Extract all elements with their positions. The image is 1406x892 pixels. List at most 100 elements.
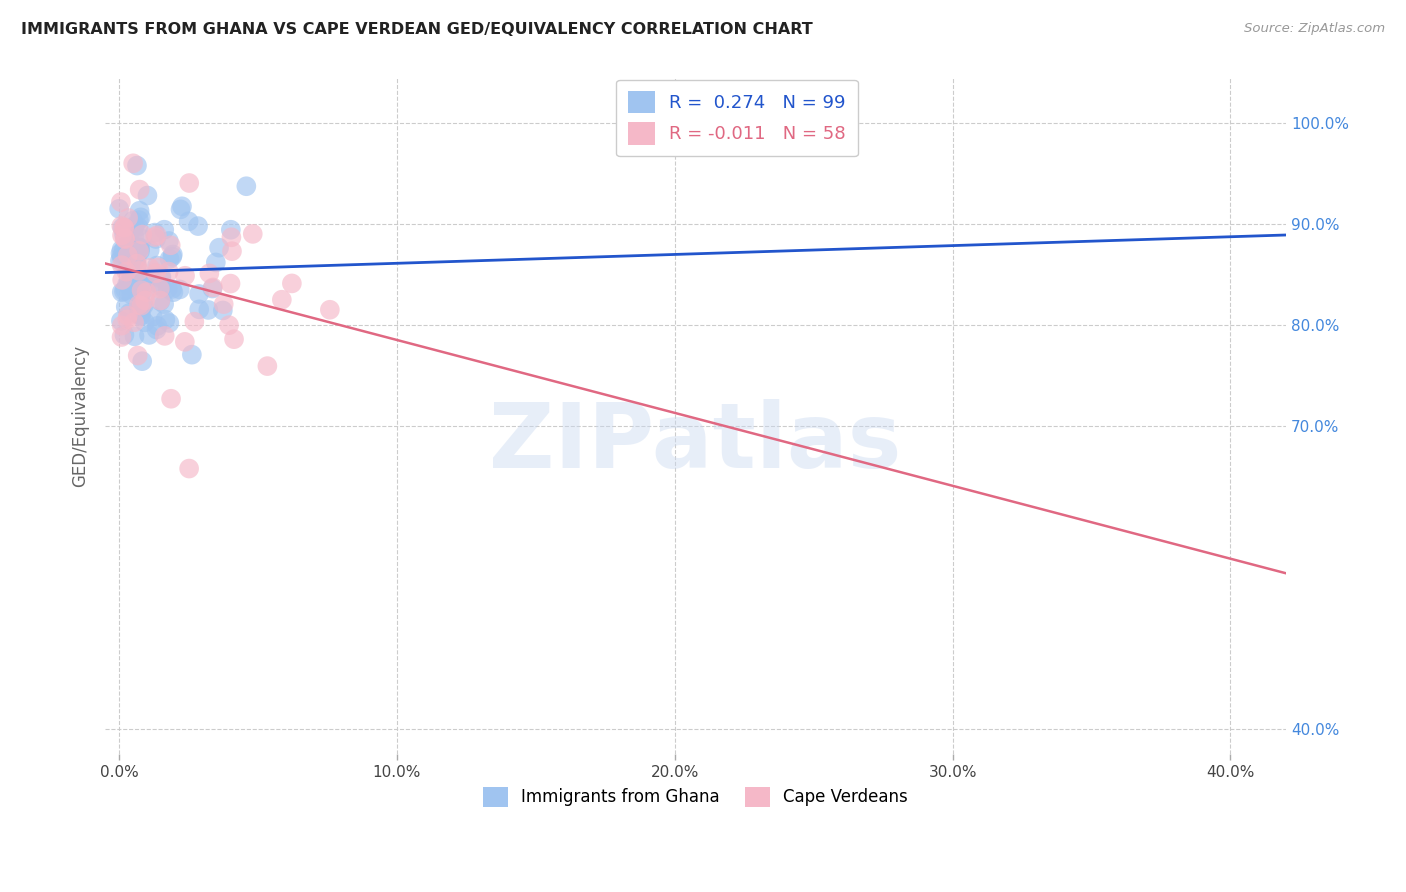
Point bbox=[114, 231, 136, 245]
Point bbox=[179, 176, 201, 190]
Point bbox=[129, 211, 152, 225]
Point bbox=[145, 232, 167, 246]
Point bbox=[112, 220, 135, 235]
Point bbox=[219, 277, 242, 291]
Point bbox=[110, 195, 132, 210]
Point bbox=[148, 260, 170, 275]
Point bbox=[143, 230, 166, 244]
Point bbox=[153, 223, 176, 237]
Point bbox=[112, 220, 135, 235]
Point bbox=[114, 300, 136, 314]
Point bbox=[128, 303, 150, 318]
Point bbox=[125, 252, 148, 266]
Point bbox=[218, 318, 240, 333]
Text: Source: ZipAtlas.com: Source: ZipAtlas.com bbox=[1244, 22, 1385, 36]
Point bbox=[136, 188, 159, 202]
Point bbox=[114, 283, 136, 297]
Point bbox=[129, 309, 152, 323]
Point bbox=[117, 278, 139, 293]
Point bbox=[153, 329, 176, 343]
Point bbox=[145, 322, 167, 336]
Legend: Immigrants from Ghana, Cape Verdeans: Immigrants from Ghana, Cape Verdeans bbox=[477, 780, 915, 814]
Point bbox=[197, 302, 219, 317]
Text: IMMIGRANTS FROM GHANA VS CAPE VERDEAN GED/EQUIVALENCY CORRELATION CHART: IMMIGRANTS FROM GHANA VS CAPE VERDEAN GE… bbox=[21, 22, 813, 37]
Point bbox=[235, 179, 257, 194]
Point bbox=[110, 250, 132, 264]
Point bbox=[145, 266, 167, 280]
Point bbox=[134, 293, 156, 308]
Point bbox=[132, 277, 155, 292]
Point bbox=[128, 203, 150, 218]
Point bbox=[120, 242, 142, 256]
Point bbox=[187, 219, 209, 233]
Point bbox=[177, 214, 200, 228]
Point bbox=[114, 232, 136, 246]
Point bbox=[132, 275, 155, 289]
Point bbox=[124, 329, 146, 343]
Point bbox=[127, 349, 149, 363]
Point bbox=[128, 241, 150, 255]
Point bbox=[121, 267, 143, 281]
Point bbox=[120, 287, 142, 301]
Point bbox=[108, 253, 131, 268]
Point bbox=[131, 227, 153, 242]
Point bbox=[138, 260, 160, 275]
Point bbox=[162, 285, 184, 300]
Point bbox=[127, 219, 149, 234]
Point bbox=[115, 277, 138, 291]
Point bbox=[129, 299, 152, 313]
Text: ZIPatlas: ZIPatlas bbox=[489, 399, 901, 487]
Point bbox=[118, 306, 141, 320]
Point bbox=[110, 314, 132, 328]
Point bbox=[212, 297, 235, 311]
Point bbox=[162, 247, 184, 261]
Point bbox=[112, 227, 135, 242]
Point bbox=[148, 277, 170, 292]
Point bbox=[115, 265, 138, 279]
Point bbox=[122, 315, 145, 329]
Point bbox=[110, 246, 132, 260]
Point bbox=[125, 259, 148, 273]
Point bbox=[115, 312, 138, 326]
Point bbox=[143, 226, 166, 240]
Point bbox=[124, 254, 146, 268]
Point bbox=[131, 283, 153, 297]
Point bbox=[150, 269, 173, 284]
Point bbox=[117, 248, 139, 262]
Point bbox=[118, 254, 141, 268]
Point bbox=[124, 219, 146, 233]
Point bbox=[122, 213, 145, 227]
Point bbox=[153, 297, 176, 311]
Point bbox=[131, 300, 153, 314]
Point bbox=[128, 183, 150, 197]
Point bbox=[132, 299, 155, 313]
Point bbox=[128, 244, 150, 258]
Point bbox=[120, 258, 142, 272]
Point bbox=[131, 232, 153, 246]
Point bbox=[128, 264, 150, 278]
Point bbox=[122, 271, 145, 285]
Point bbox=[112, 327, 135, 342]
Point bbox=[169, 282, 191, 296]
Point bbox=[132, 272, 155, 286]
Point bbox=[198, 266, 221, 280]
Point bbox=[146, 318, 169, 333]
Point bbox=[146, 228, 169, 243]
Point bbox=[138, 327, 160, 342]
Point bbox=[205, 255, 228, 269]
Point bbox=[142, 310, 165, 324]
Point bbox=[173, 334, 195, 349]
Point bbox=[111, 285, 134, 300]
Point bbox=[125, 256, 148, 270]
Point bbox=[170, 199, 193, 213]
Point bbox=[201, 280, 224, 294]
Point bbox=[149, 282, 172, 296]
Point bbox=[108, 202, 131, 216]
Point bbox=[221, 230, 243, 244]
Point bbox=[150, 271, 173, 285]
Point bbox=[149, 294, 172, 309]
Y-axis label: GED/Equivalency: GED/Equivalency bbox=[72, 345, 89, 487]
Point bbox=[180, 348, 202, 362]
Point bbox=[135, 282, 157, 296]
Point bbox=[112, 285, 135, 299]
